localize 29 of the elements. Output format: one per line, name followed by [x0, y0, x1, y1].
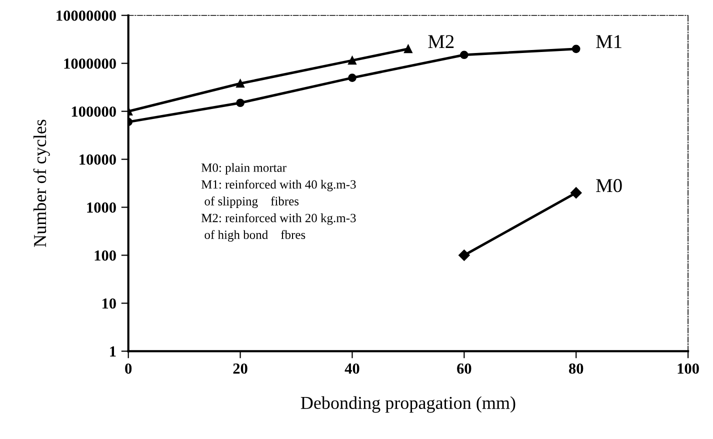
point — [572, 44, 580, 54]
y-axis-title: Number of cycles — [33, 120, 50, 247]
x-tick-label: 40 — [344, 363, 360, 374]
point — [458, 250, 470, 261]
point — [404, 44, 412, 54]
y-tick-label: 1000000 — [64, 58, 116, 69]
point — [348, 56, 356, 65]
y-tick-label: 100000 — [72, 106, 116, 117]
point — [236, 79, 244, 88]
x-tick-label: 0 — [125, 363, 132, 374]
series-label: M0 — [596, 179, 622, 192]
point — [570, 187, 582, 198]
x-axis-title: Debonding propagation (mm) — [300, 396, 516, 413]
x-tick-label: 80 — [568, 363, 584, 374]
x-tick-label: 20 — [233, 363, 248, 374]
y-tick-label: 1 — [110, 346, 116, 356]
series-label: M2 — [428, 35, 454, 48]
series-label: M1 — [596, 35, 622, 48]
point — [236, 98, 244, 108]
point — [348, 74, 356, 82]
annotation: M0: plain mortar M1: reinforced with 40 kg.m-3 of slipping fibres M2: reinforced with 20 kg.m-3 of high bond fbres — [201, 163, 356, 242]
x-tick-label: 60 — [457, 363, 472, 374]
y-tick-label: 100 — [94, 250, 116, 261]
y-tick-label: 10000 — [80, 154, 116, 165]
point — [460, 50, 468, 60]
y-tick-label: 10 — [102, 298, 116, 309]
y-tick-label: 1000 — [87, 202, 116, 213]
x-tick-label: 100 — [678, 363, 699, 374]
y-tick-label: 10000000 — [56, 10, 116, 21]
